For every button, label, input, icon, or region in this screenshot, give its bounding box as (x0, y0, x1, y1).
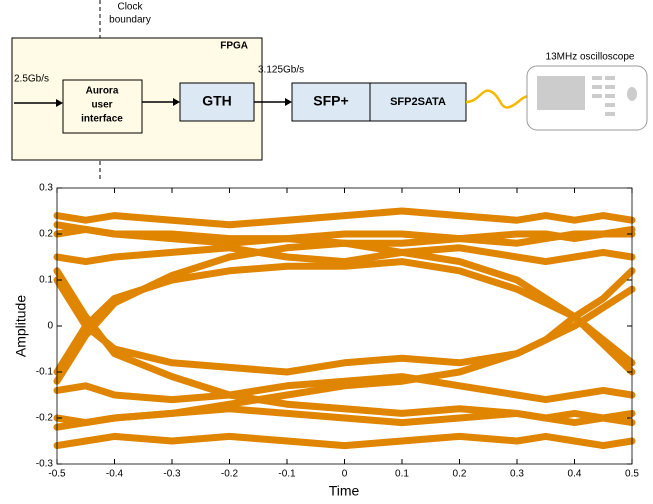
cable (466, 91, 530, 108)
y-tick-label: -0.2 (36, 413, 54, 424)
x-tick-label: 0.2 (453, 469, 467, 480)
link-rate: 3.125Gb/s (258, 65, 304, 76)
x-tick-label: 0.1 (395, 469, 409, 480)
x-tick-label: -0.2 (221, 469, 239, 480)
clock-label: boundary (109, 15, 151, 26)
x-tick-label: 0.3 (510, 469, 524, 480)
arrow-head (285, 98, 292, 106)
x-tick-label: 0.5 (625, 469, 639, 480)
x-tick-label: -0.1 (278, 469, 296, 480)
y-tick-label: 0.1 (39, 275, 53, 286)
input-rate: 2.5Gb/s (14, 74, 49, 85)
x-tick-label: -0.5 (48, 469, 66, 480)
x-tick-label: 0.4 (568, 469, 582, 480)
y-tick-label: 0 (47, 321, 53, 332)
x-tick-label: 0 (342, 469, 348, 480)
y-axis-label: Amplitude (13, 295, 29, 357)
scope-screen (537, 76, 585, 110)
sfp-label: SFP+ (313, 93, 348, 109)
y-tick-label: -0.3 (36, 459, 54, 470)
y-tick-label: 0.2 (39, 229, 53, 240)
figure: Clock boundary FPGA 2.5Gb/s Aurora user … (0, 0, 653, 504)
x-tick-label: -0.3 (163, 469, 181, 480)
fpga-label: FPGA (220, 41, 248, 52)
clock-label: Clock (117, 2, 143, 13)
aurora-label: user (91, 100, 112, 111)
aurora-label: Aurora (86, 86, 119, 97)
page: {"diagram": { "clock_boundary": ["Clock"… (0, 0, 653, 504)
aurora-label: interface (81, 114, 123, 125)
x-axis-label: Time (329, 483, 360, 499)
plot-area (57, 188, 632, 464)
sfp2sata-label: SFP2SATA (390, 96, 446, 108)
x-tick-label: -0.4 (106, 469, 124, 480)
y-tick-label: 0.3 (39, 183, 53, 194)
oscilloscope-label: 13MHz oscilloscope (546, 52, 635, 63)
y-tick-label: -0.1 (36, 367, 54, 378)
gth-label: GTH (202, 93, 232, 109)
